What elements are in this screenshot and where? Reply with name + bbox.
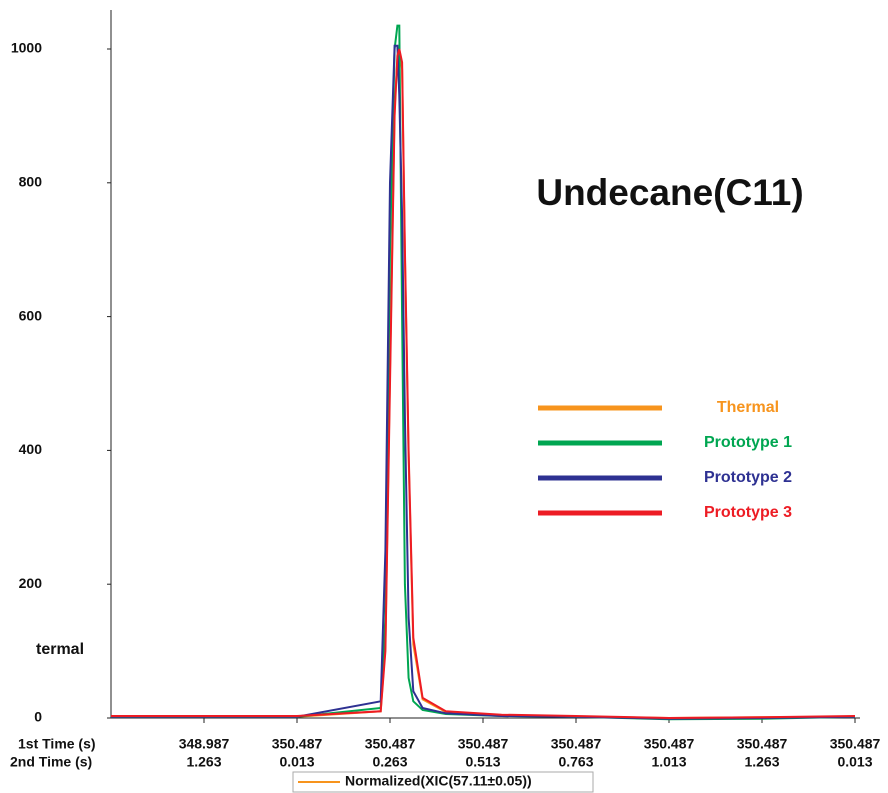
legend-label: Thermal xyxy=(717,399,779,416)
y-tick-label: 0 xyxy=(34,709,42,725)
bottom-legend-label: Normalized(XIC(57.11±0.05)) xyxy=(345,773,532,789)
x-tick-label: 0.263 xyxy=(372,754,407,770)
x-tick-label: 350.487 xyxy=(644,736,695,752)
x-tick-label: 350.487 xyxy=(737,736,788,752)
y-tick-label: 600 xyxy=(19,307,43,323)
x-tick-label: 1.263 xyxy=(744,754,779,770)
x-tick-label: 0.763 xyxy=(558,754,593,770)
bottom-legend-box xyxy=(292,771,594,793)
legend-label: Prototype 2 xyxy=(704,469,792,486)
x-tick-label: 0.013 xyxy=(837,754,872,770)
x-tick-label: 0.013 xyxy=(279,754,314,770)
chart-title: Undecane(C11) xyxy=(536,172,803,213)
x-tick-label: 1.013 xyxy=(651,754,686,770)
y-axis-label: termal xyxy=(36,641,84,658)
x-tick-label: 350.487 xyxy=(272,736,323,752)
x-tick-label: 350.487 xyxy=(365,736,416,752)
x-tick-label: 350.487 xyxy=(458,736,509,752)
series-line xyxy=(111,52,856,720)
x-row-title: 2nd Time (s) xyxy=(10,754,92,770)
y-tick-label: 800 xyxy=(19,174,43,190)
y-tick-label: 400 xyxy=(19,441,43,457)
legend-label: Prototype 1 xyxy=(704,434,792,451)
y-tick-label: 1000 xyxy=(11,40,42,56)
legend-label: Prototype 3 xyxy=(704,504,792,521)
x-tick-label: 350.487 xyxy=(830,736,881,752)
y-tick-label: 200 xyxy=(19,575,43,591)
x-tick-label: 348.987 xyxy=(179,736,230,752)
x-tick-label: 350.487 xyxy=(551,736,602,752)
x-row-title: 1st Time (s) xyxy=(18,736,96,752)
x-tick-label: 1.263 xyxy=(186,754,221,770)
series-line xyxy=(111,24,856,721)
series-line xyxy=(111,44,856,720)
x-tick-label: 0.513 xyxy=(465,754,500,770)
series-line xyxy=(111,48,856,720)
